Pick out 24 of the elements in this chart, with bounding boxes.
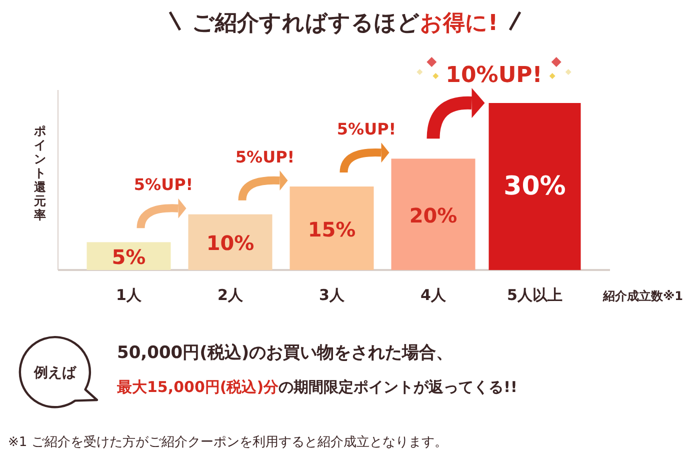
- chart-title: ご紹介すればするほどお得に!: [192, 11, 498, 36]
- data-label: 20%: [409, 203, 458, 228]
- data-label: 30%: [504, 172, 566, 202]
- text: 最大15,000円(税込)分の期間限定ポイントが返ってくる!!: [116, 378, 518, 396]
- x-tick-label: 3人: [319, 286, 346, 304]
- annotation: 5%UP!: [336, 119, 396, 138]
- x-tick-label: 5人以上: [507, 286, 562, 304]
- text: ※1 ご紹介を受けた方がご紹介クーポンを利用すると紹介成立となります。: [8, 434, 448, 450]
- text: 50,000円(税込)のお買い物をされた場合、: [117, 343, 454, 363]
- bar: [391, 158, 476, 270]
- text: 例えば: [33, 365, 77, 381]
- annotation: 5%UP!: [134, 175, 194, 194]
- data-label: 5%: [112, 245, 146, 270]
- data-label: 15%: [308, 217, 356, 242]
- bar: [290, 186, 374, 270]
- x-tick-label: 4人: [420, 286, 447, 304]
- text: 10%UP!: [446, 63, 542, 88]
- x-axis-title: 紹介成立数※1: [602, 289, 684, 303]
- data-label: 10%: [206, 231, 254, 256]
- annotation: 5%UP!: [235, 147, 295, 166]
- x-tick-label: 1人: [116, 286, 142, 304]
- x-tick-label: 2人: [218, 286, 244, 304]
- y-axis-title: ポイント還元率: [33, 124, 47, 222]
- bar: [188, 214, 272, 270]
